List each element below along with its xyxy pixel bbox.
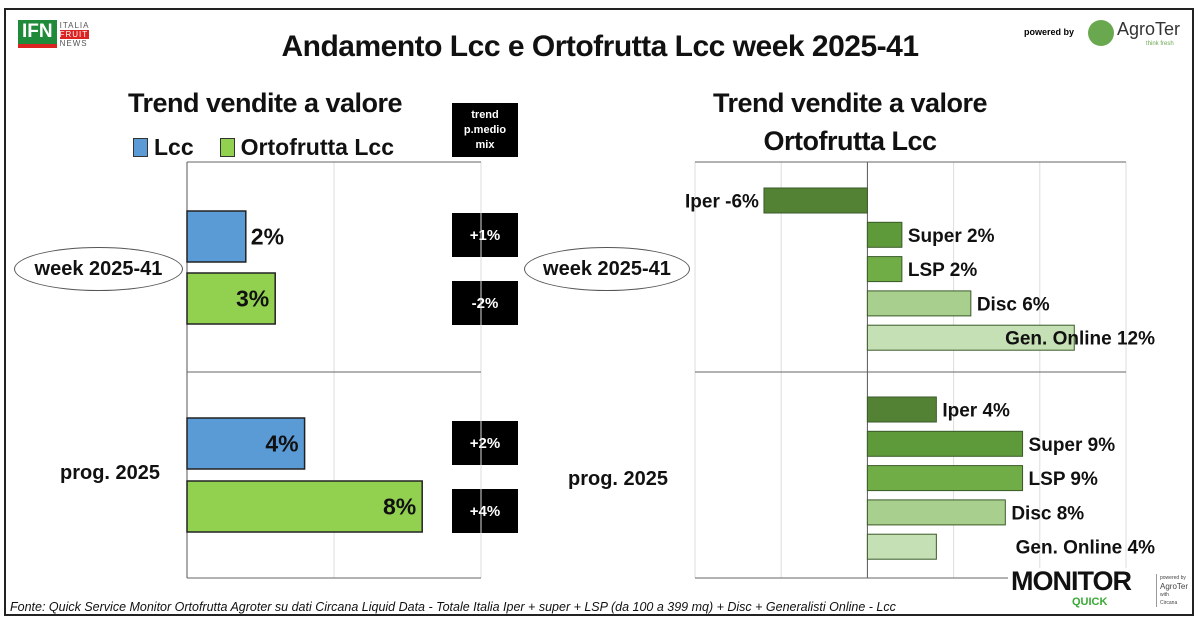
ifn-mark: IFN: [18, 20, 57, 48]
bar-ortofrutta-lcc: [186, 480, 423, 533]
bar-lsp: [866, 465, 1024, 492]
agroter-logo: AgroTer: [1117, 19, 1181, 39]
left-chart-title: Trend vendite a valore: [127, 88, 403, 118]
trend-header-line: p.medio: [463, 123, 507, 136]
legend-swatch-ortofrutta: [219, 138, 235, 157]
data-label: Gen. Online 12%: [1005, 329, 1155, 350]
bar-super: [866, 430, 1024, 457]
data-label: 2%: [251, 224, 284, 250]
data-label: Gen. Online 4%: [1016, 538, 1155, 559]
ifn-logo: IFN ITALIA FRUIT NEWS: [18, 20, 90, 48]
data-label: LSP 2%: [908, 260, 977, 281]
bar-disc: [866, 290, 972, 317]
period-prog-label: prog. 2025: [568, 468, 669, 490]
bar-ortofrutta-lcc: [186, 272, 276, 325]
legend-label: Ortofrutta Lcc: [240, 134, 394, 160]
right-chart-title: Trend vendite a valore: [712, 88, 988, 118]
period-week-oval: week 2025-41: [14, 247, 183, 291]
bar-iper: [763, 187, 868, 214]
period-prog-label: prog. 2025: [60, 462, 161, 484]
right-chart-title-line2: Ortofrutta Lcc: [763, 126, 937, 156]
trend-header-line: trend: [471, 108, 499, 121]
data-label: Super 2%: [908, 226, 995, 247]
data-label: Disc 6%: [977, 294, 1050, 315]
trend-header-box: trend p.medio mix: [452, 103, 518, 157]
trend-header-line: mix: [475, 138, 495, 151]
ifn-line: FRUIT: [59, 29, 90, 39]
badge-line: with: [1160, 592, 1169, 598]
data-label: 3%: [236, 286, 269, 312]
bar-super: [866, 221, 903, 248]
page-title: Andamento Lcc e Ortofrutta Lcc week 2025…: [281, 30, 919, 63]
data-label: Iper -6%: [685, 192, 759, 213]
monitor-badge: powered by AgroTer with Circana: [1156, 574, 1188, 607]
data-label: Disc 8%: [1011, 503, 1084, 524]
bar-gen-online: [866, 533, 937, 560]
ifn-line: NEWS: [59, 38, 88, 48]
trend-value: +2%: [452, 421, 518, 465]
legend-label: Lcc: [154, 134, 194, 160]
trend-value: +4%: [452, 489, 518, 533]
period-week-oval: week 2025-41: [524, 247, 690, 291]
bar-iper: [866, 396, 937, 423]
badge-line: AgroTer: [1160, 582, 1189, 591]
monitor-sub: QUICK: [1072, 596, 1108, 608]
data-label: 4%: [265, 431, 298, 457]
agroter-tagline: think fresh: [1146, 41, 1174, 47]
badge-line: powered by: [1160, 575, 1186, 581]
data-label: LSP 9%: [1029, 469, 1098, 490]
bar-disc: [866, 499, 1006, 526]
data-label: Iper 4%: [942, 401, 1010, 422]
bar-lsp: [866, 256, 903, 283]
ifn-line: ITALIA: [59, 20, 90, 30]
bar-lcc: [186, 417, 306, 470]
trend-value: +1%: [452, 213, 518, 257]
legend-swatch-lcc: [133, 138, 148, 157]
badge-line: Circana: [1160, 600, 1178, 606]
legend: Lcc Ortofrutta Lcc: [133, 134, 394, 161]
trend-value: -2%: [452, 281, 518, 325]
data-label: Super 9%: [1029, 435, 1116, 456]
powered-by: powered by: [1024, 27, 1075, 37]
frame: [4, 8, 1194, 616]
data-label: 8%: [383, 494, 416, 520]
bar-lcc: [186, 210, 247, 263]
source-note: Fonte: Quick Service Monitor Ortofrutta …: [10, 600, 896, 614]
bar-gen-online: [866, 324, 1075, 351]
tree-icon: [1088, 20, 1114, 46]
monitor-logo: MONITOR: [1008, 568, 1134, 595]
